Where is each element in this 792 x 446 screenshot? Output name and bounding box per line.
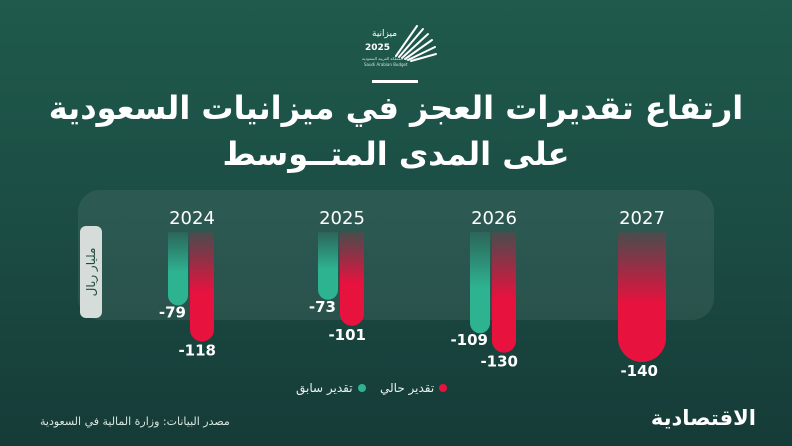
bar-previous-2026 xyxy=(470,232,490,334)
legend-label-previous: تقدير سابق xyxy=(296,381,353,395)
logo-subtitle: ميزانية المملكة العربية السعودية xyxy=(362,56,416,61)
bar-previous-2024 xyxy=(168,232,188,306)
data-label-previous-2026: -109 xyxy=(450,331,488,349)
bar-current-2026 xyxy=(492,232,516,353)
budget-logo xyxy=(395,25,437,62)
x-tick-label-2025: 2025 xyxy=(319,208,365,229)
data-label-current-2025: -101 xyxy=(328,326,366,344)
bar-current-2027 xyxy=(618,232,666,362)
bar-current-2024 xyxy=(190,232,214,342)
data-label-previous-2024: -79 xyxy=(159,303,186,321)
bar-previous-2025 xyxy=(318,232,338,300)
chart-subtitle: على المدى المتــوسط xyxy=(222,135,570,173)
bar-current-2025 xyxy=(340,232,364,326)
x-tick-label-2026: 2026 xyxy=(471,208,517,229)
legend-item-current: تقدير حالي xyxy=(380,381,448,395)
data-label-previous-2025: -73 xyxy=(309,298,336,316)
legend-swatch-previous xyxy=(357,384,366,392)
x-tick-label-2024: 2024 xyxy=(169,208,215,229)
logo-subtitle-en: Saudi Arabian Budget xyxy=(364,62,408,67)
logo-year: 2025 xyxy=(365,43,391,53)
title-rule xyxy=(372,80,418,83)
legend-item-previous: تقدير سابق xyxy=(296,381,366,395)
chart-title: ارتفاع تقديرات العجز في ميزانيات السعودي… xyxy=(48,89,744,127)
data-label-current-2027: -140 xyxy=(620,362,658,380)
legend-label-current: تقدير حالي xyxy=(380,381,435,395)
data-label-current-2024: -118 xyxy=(178,342,216,360)
x-tick-label-2027: 2027 xyxy=(619,208,665,229)
data-label-current-2026: -130 xyxy=(480,353,518,371)
logo-word: ميزانية xyxy=(372,29,398,39)
unit-tab xyxy=(80,226,102,318)
data-source: مصدر البيانات: وزارة المالية في السعودية xyxy=(40,415,230,428)
publisher-logo: الاقتصادية xyxy=(650,406,756,430)
legend-swatch-current xyxy=(439,384,448,392)
